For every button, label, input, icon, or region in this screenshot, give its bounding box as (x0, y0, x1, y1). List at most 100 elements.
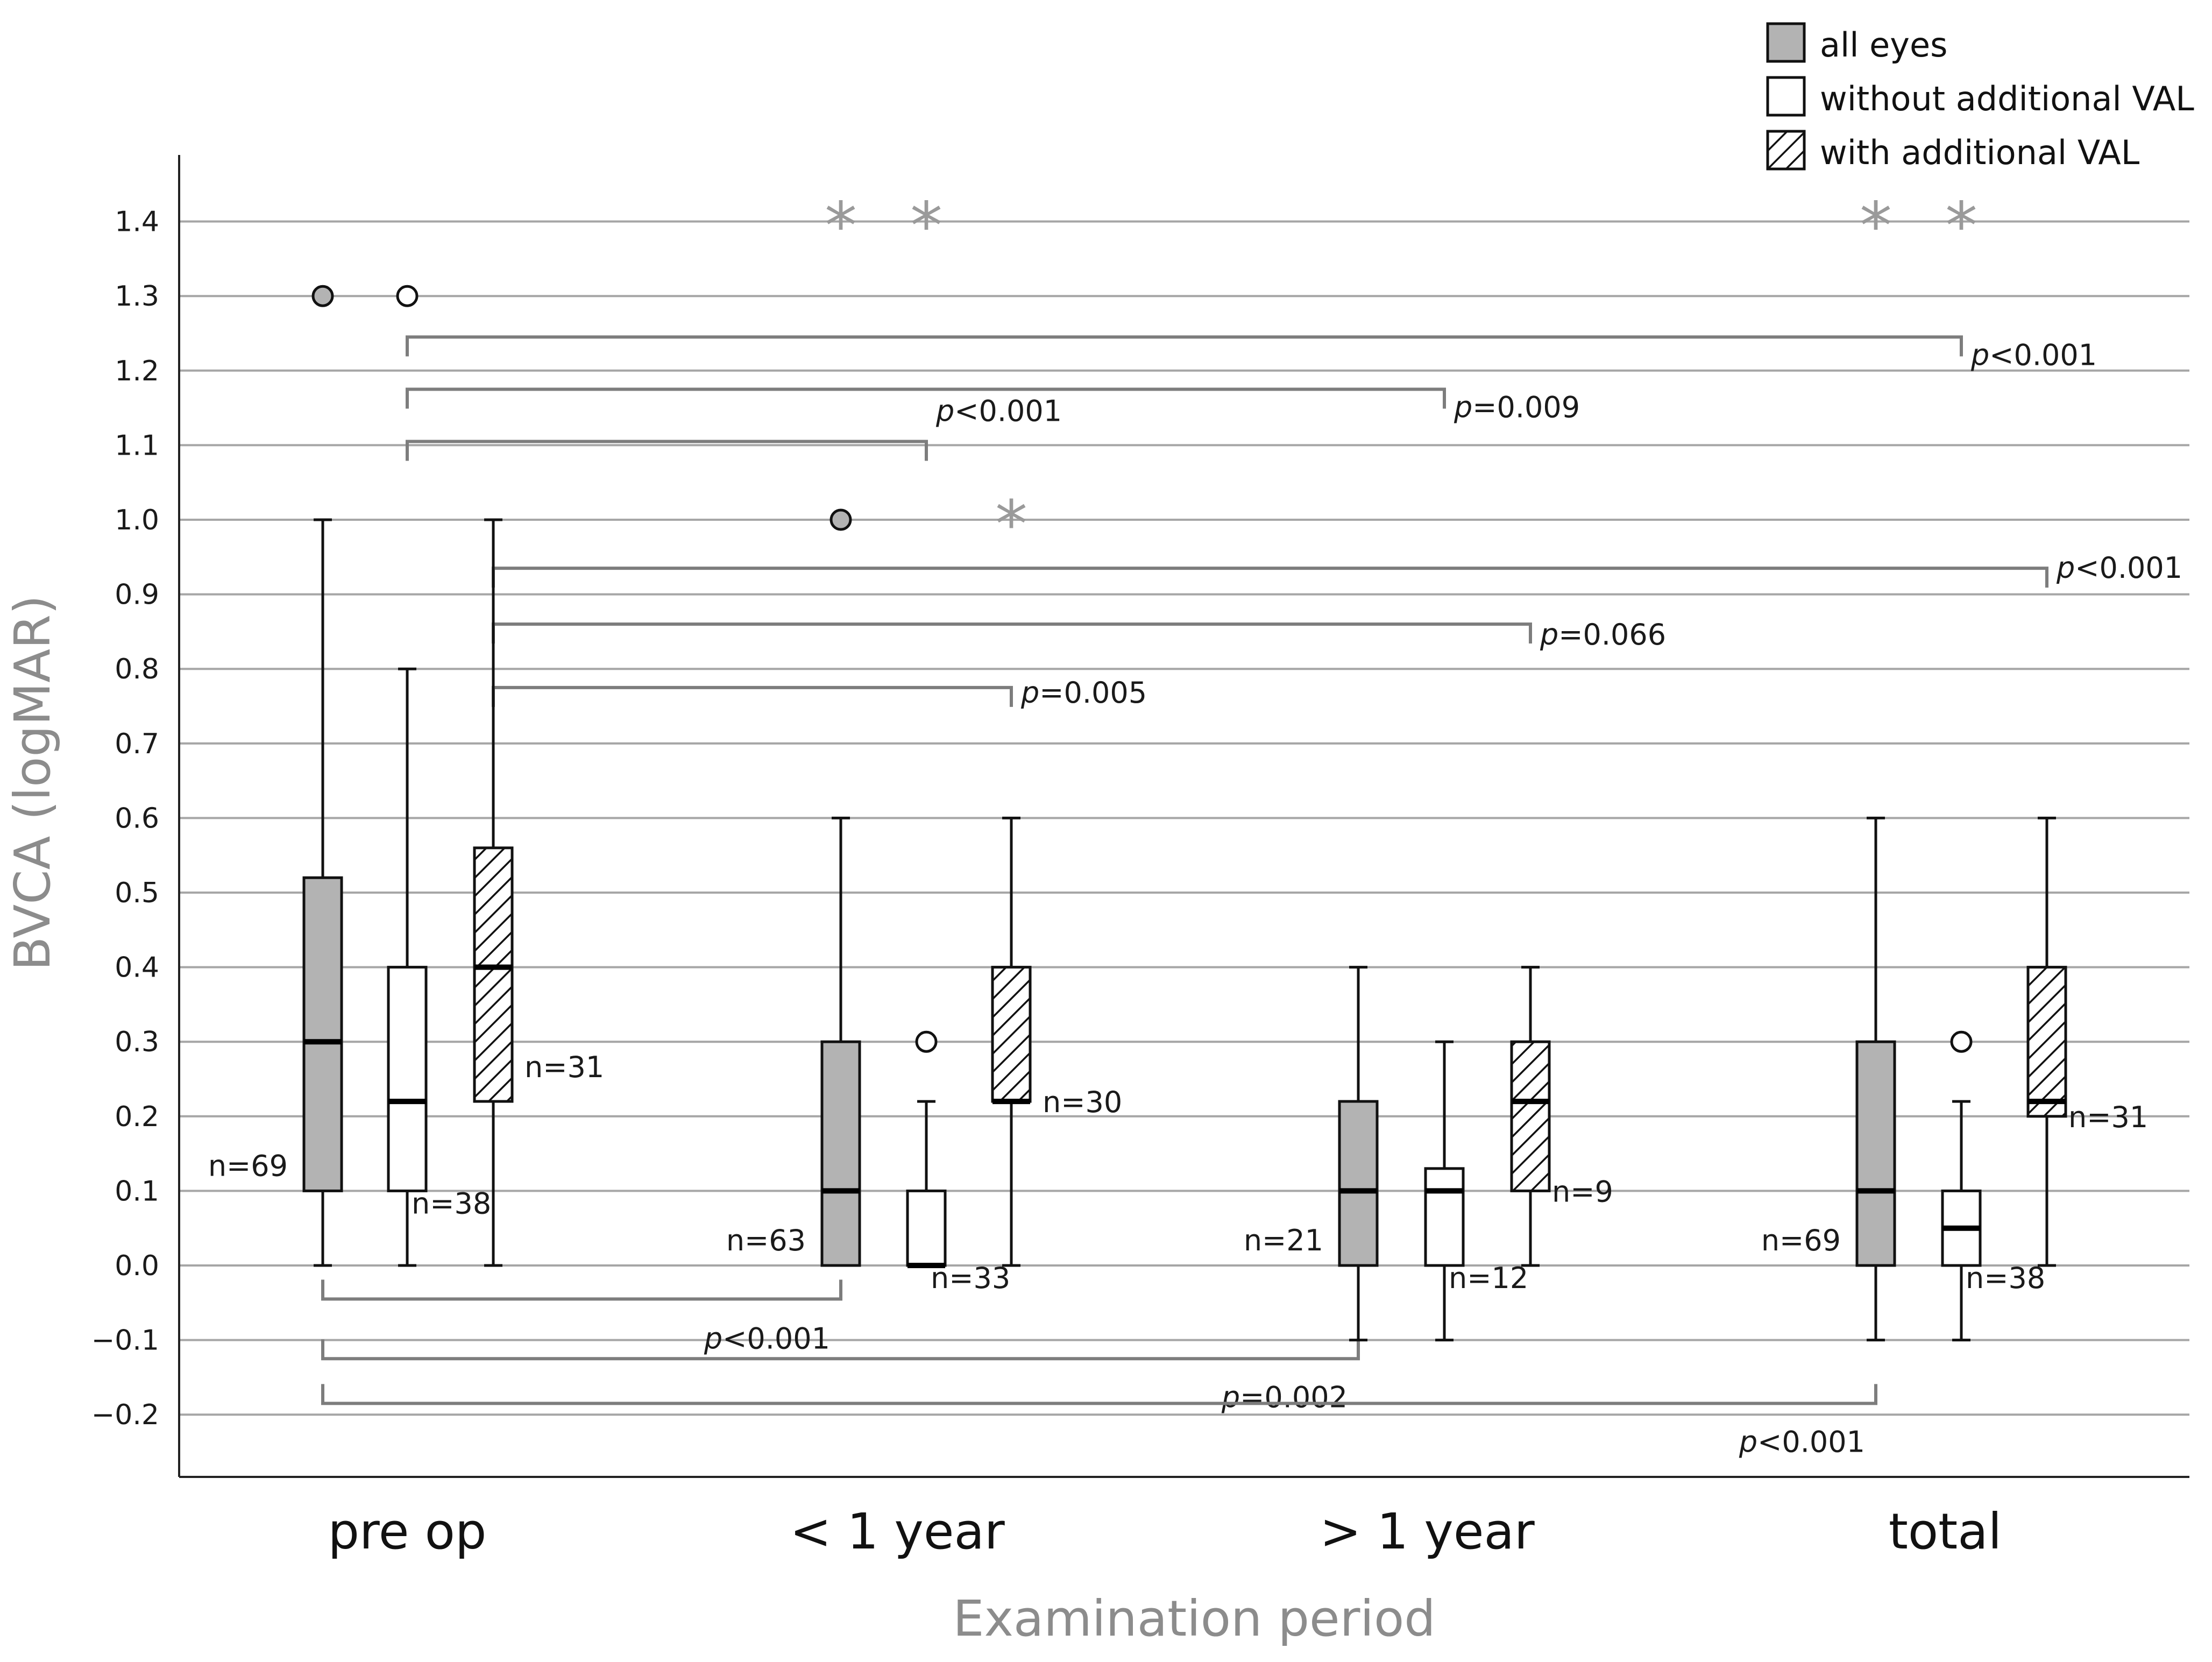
p-value-label: p<0.001 (1970, 338, 2097, 372)
y-axis-title: BVCA (logMAR) (4, 595, 61, 971)
box-iqr (387, 966, 428, 1192)
p-value-brackets: p<0.001p=0.009p<0.001p<0.001p=0.066p=0.0… (321, 335, 2182, 1459)
comparison-bracket (406, 335, 1963, 357)
sample-size-label: n=30 (1043, 1085, 1122, 1119)
p-value-label: p=0.005 (1020, 676, 1147, 710)
legend-label-without-val: without additional VAL (1820, 79, 2194, 118)
box-series: * * * * * (302, 189, 2067, 1342)
p-value: =0.066 (1558, 618, 1666, 652)
box-2-2 (1510, 966, 1551, 1267)
p-value: <0.001 (1757, 1425, 1865, 1459)
box-iqr (1338, 1100, 1379, 1267)
p-value: =0.002 (1240, 1380, 1348, 1414)
x-category-label: total (1889, 1503, 2002, 1560)
legend: all eyes without additional VAL with add… (1766, 22, 2194, 172)
sample-size-label: n=9 (1552, 1175, 1613, 1208)
box-0-1: * (820, 189, 861, 1267)
y-tick-label: 1.0 (115, 504, 159, 536)
p-value-label: p=0.066 (1540, 618, 1666, 652)
x-category-label: pre op (328, 1503, 487, 1560)
p-value: =0.009 (1472, 390, 1580, 424)
p-value-label: p<0.001 (2056, 551, 2182, 585)
p-value: <0.001 (722, 1321, 830, 1355)
y-tick-label: 0.3 (115, 1026, 159, 1058)
y-tick-label: 0.0 (115, 1250, 159, 1282)
extreme-point: * (1945, 189, 1977, 264)
box-iqr (906, 1189, 947, 1267)
box-2-0 (473, 518, 514, 1267)
p-symbol: p (1454, 390, 1472, 424)
y-tick-label: 1.2 (115, 355, 159, 387)
box-0-0 (302, 285, 343, 1267)
comparison-bracket (406, 387, 1446, 409)
outlier-point (915, 1030, 938, 1053)
y-tick-label: 0.2 (115, 1101, 159, 1133)
p-value-label: p=0.009 (1454, 390, 1580, 424)
p-symbol: p (2056, 551, 2075, 585)
outlier-point (1950, 1030, 1973, 1053)
p-value: =0.005 (1039, 676, 1147, 710)
box-iqr (302, 876, 343, 1192)
sample-size-label: n=69 (208, 1149, 288, 1183)
legend-label-all-eyes: all eyes (1820, 25, 1947, 65)
gridlines (179, 220, 2189, 1416)
p-value: <0.001 (1989, 338, 2097, 372)
y-tick-label: 1.3 (115, 280, 159, 313)
box-iqr (820, 1040, 861, 1267)
axes (178, 155, 2189, 1478)
p-symbol: p (1221, 1380, 1240, 1414)
box-1-1: * (906, 189, 947, 1268)
sample-size-label: n=69 (1761, 1223, 1841, 1257)
extreme-point: * (825, 189, 857, 264)
box-0-2 (1338, 966, 1379, 1342)
p-value-label: p<0.001 (935, 394, 1062, 428)
x-axis-title: Examination period (953, 1590, 1435, 1647)
y-tick-labels: 1.4 1.3 1.2 1.1 1.0 0.9 0.8 0.7 0.6 0.5 0.4 0.3 0.2 0… (91, 206, 159, 1432)
p-symbol: p (1020, 676, 1039, 710)
p-symbol: p (1970, 338, 1989, 372)
p-value-label: p=0.002 (1221, 1380, 1348, 1414)
box-iqr (1510, 1040, 1551, 1192)
y-tick-label: 0.1 (115, 1175, 159, 1207)
sample-size-labels: n=69 n=63 n=21 n=69 n=38 n=33 n=12 n=38 n=31 n=30… (208, 1050, 2148, 1295)
extreme-point: * (995, 487, 1027, 562)
y-tick-label: 0.5 (115, 877, 159, 909)
y-tick-label: −0.2 (91, 1399, 159, 1431)
comparison-bracket (321, 1339, 1360, 1361)
comparison-bracket (492, 567, 2048, 588)
sample-size-label: n=63 (726, 1223, 806, 1257)
comparison-bracket (492, 623, 1532, 644)
y-tick-label: 1.4 (115, 206, 159, 238)
y-tick-label: −0.1 (91, 1325, 159, 1357)
p-value: <0.001 (2075, 551, 2182, 585)
box-iqr (991, 966, 1032, 1103)
box-2-3 (2026, 816, 2067, 1267)
box-iqr (1855, 1040, 1896, 1267)
box-2-1: * (991, 487, 1032, 1267)
p-symbol: p (935, 394, 954, 428)
legend-swatch-all-eyes (1766, 22, 1806, 63)
p-symbol: p (704, 1321, 722, 1355)
sample-size-label: n=12 (1449, 1261, 1528, 1295)
comparison-bracket (321, 1384, 1877, 1405)
p-value-label: p<0.001 (704, 1321, 830, 1355)
p-symbol: p (1540, 618, 1558, 652)
legend-label-with-val: with additional VAL (1820, 133, 2140, 172)
outlier-point (396, 285, 419, 307)
p-symbol: p (1739, 1425, 1757, 1459)
comparison-bracket (406, 440, 928, 461)
sample-size-label: n=31 (524, 1050, 604, 1084)
box-iqr (473, 846, 514, 1103)
legend-swatch-with-val (1766, 130, 1806, 171)
y-tick-label: 0.7 (115, 728, 159, 760)
extreme-point: * (1860, 189, 1892, 264)
box-1-3: * (1941, 189, 1982, 1342)
box-1-2 (1424, 1040, 1465, 1342)
y-tick-label: 1.1 (115, 429, 159, 462)
p-value: <0.001 (954, 394, 1062, 428)
sample-size-label: n=31 (2068, 1100, 2148, 1134)
x-category-label: > 1 year (1320, 1503, 1535, 1560)
outlier-point (830, 508, 852, 531)
y-tick-label: 0.6 (115, 802, 159, 834)
